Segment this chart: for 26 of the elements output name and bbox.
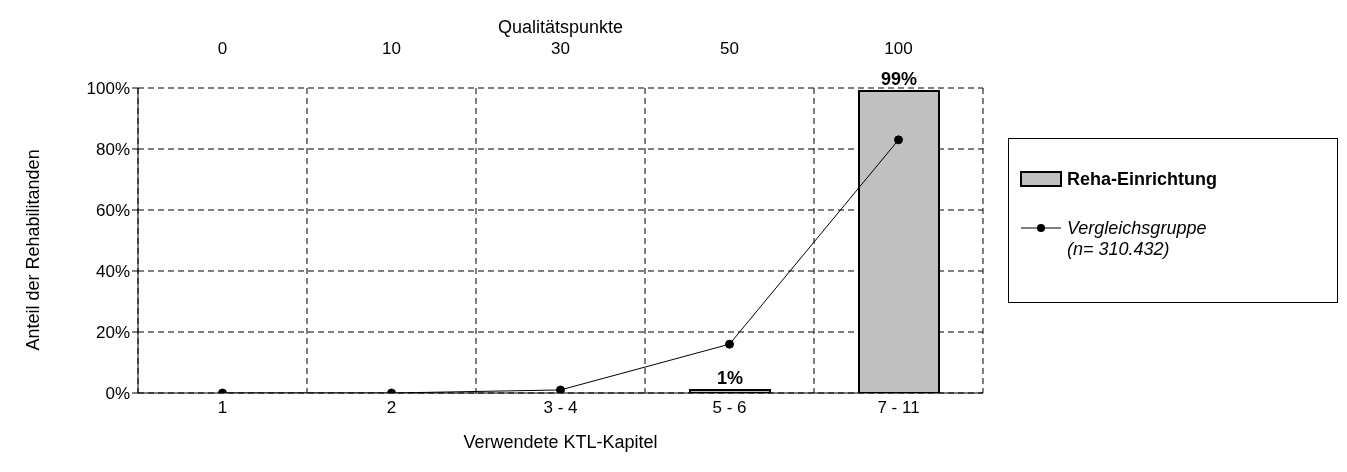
point xyxy=(556,385,565,393)
point xyxy=(725,339,734,349)
y-tick-label: 100% xyxy=(86,79,130,99)
data-label: 1% xyxy=(716,367,744,388)
legend-label: Reha-Einrichtung xyxy=(1067,169,1218,190)
y-tick-label: 80% xyxy=(95,140,130,160)
x-tick-label: 3 - 4 xyxy=(543,398,578,418)
text: 50 xyxy=(720,39,739,58)
text: 30 xyxy=(551,39,570,58)
legend-label: Vergleichsgruppe (n= 310.432) xyxy=(1067,218,1208,260)
y-tick-label: 0% xyxy=(105,384,130,404)
x-tick-label: 5 - 6 xyxy=(712,398,747,418)
x2-axis-title: Qualitätspunkte xyxy=(497,16,624,37)
x-axis-title: Verwendete KTL-Kapitel xyxy=(463,432,658,452)
data-label: 99% xyxy=(880,69,918,90)
y-tick-label: 20% xyxy=(95,323,130,343)
y-tick-label: 60% xyxy=(95,201,130,221)
point xyxy=(894,135,903,145)
y-axis-title: Anteil der Rehabilitanden xyxy=(23,149,44,351)
text: 100 xyxy=(884,39,913,58)
x-tick-label: 7 - 11 xyxy=(877,398,920,418)
text: 0 xyxy=(217,39,228,58)
text: 10 xyxy=(382,39,401,58)
x-tick-label: 1 xyxy=(217,398,228,418)
y-tick-label: 40% xyxy=(95,262,130,282)
x-tick-label: 2 xyxy=(386,398,397,418)
